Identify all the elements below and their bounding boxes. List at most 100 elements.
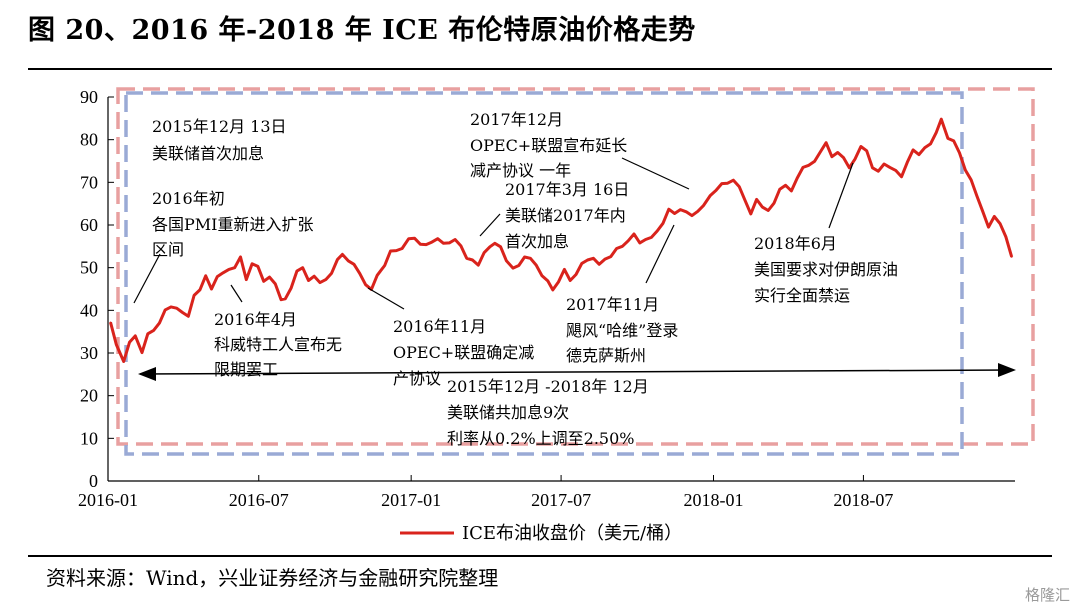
data-point bbox=[239, 256, 242, 258]
y-tick-label: 10 bbox=[80, 428, 98, 448]
data-point bbox=[216, 275, 219, 278]
svg-text:OPEC+联盟宣布延长: OPEC+联盟宣布延长 bbox=[470, 136, 627, 155]
data-point bbox=[947, 137, 949, 140]
data-point bbox=[359, 272, 361, 275]
data-point bbox=[889, 166, 891, 169]
source-rule bbox=[28, 555, 1052, 557]
data-point bbox=[639, 242, 641, 244]
data-point bbox=[175, 307, 178, 310]
leader-2017-mar bbox=[479, 213, 501, 237]
data-point bbox=[448, 242, 451, 244]
data-point bbox=[512, 267, 514, 269]
data-point bbox=[274, 283, 277, 285]
svg-text:首次加息: 首次加息 bbox=[505, 232, 569, 251]
data-point bbox=[109, 321, 112, 324]
data-point bbox=[436, 237, 439, 240]
data-point bbox=[187, 315, 190, 318]
data-point bbox=[233, 266, 236, 269]
data-point bbox=[181, 311, 184, 314]
y-tick-label: 70 bbox=[80, 172, 98, 192]
svg-text:各国PMI重新进入扩张: 各国PMI重新进入扩张 bbox=[152, 215, 313, 234]
data-point bbox=[442, 242, 445, 245]
data-point bbox=[557, 280, 560, 283]
svg-text:实行全面禁运: 实行全面禁运 bbox=[754, 286, 850, 305]
data-point bbox=[779, 188, 781, 190]
data-point bbox=[251, 263, 253, 265]
data-point bbox=[732, 179, 735, 181]
data-point bbox=[401, 247, 403, 250]
data-point bbox=[767, 209, 769, 212]
data-point bbox=[199, 289, 201, 291]
data-point bbox=[894, 169, 897, 172]
data-point bbox=[697, 210, 699, 213]
data-point bbox=[819, 151, 822, 153]
data-point bbox=[296, 270, 298, 272]
data-point bbox=[552, 289, 554, 291]
data-point bbox=[586, 259, 589, 261]
data-point bbox=[1010, 256, 1013, 258]
data-point bbox=[336, 258, 339, 261]
data-point bbox=[454, 238, 456, 241]
svg-text:OPEC+联盟确定减: OPEC+联盟确定减 bbox=[393, 343, 534, 362]
svg-text:限期罢工: 限期罢工 bbox=[214, 360, 278, 379]
svg-text:美国要求对伊朗原油: 美国要求对伊朗原油 bbox=[754, 260, 898, 279]
data-point bbox=[376, 274, 379, 277]
data-point bbox=[134, 335, 137, 337]
data-point bbox=[325, 278, 327, 281]
svg-text:美联储首次加息: 美联储首次加息 bbox=[152, 144, 264, 163]
annotation-fed-hike-2015: 2015年12月 13日 美联储首次加息 bbox=[152, 117, 287, 163]
data-point bbox=[395, 249, 398, 252]
data-point bbox=[836, 151, 839, 154]
x-tick-label: 2018-07 bbox=[833, 490, 893, 510]
data-point bbox=[431, 241, 433, 243]
data-point bbox=[877, 170, 880, 172]
data-point bbox=[499, 246, 502, 248]
leader-2016-nov bbox=[367, 287, 405, 310]
data-point bbox=[477, 264, 480, 266]
data-point bbox=[290, 287, 292, 289]
data-point bbox=[958, 152, 961, 154]
svg-text:2016年11月: 2016年11月 bbox=[393, 317, 486, 336]
data-point bbox=[122, 360, 125, 363]
annotation-fed-total-hikes: 2015年12月 -2018年 12月 美联储共加息9次 利率从0.2%上调至2… bbox=[447, 377, 649, 448]
data-point bbox=[610, 255, 612, 258]
data-point bbox=[313, 275, 316, 278]
data-point bbox=[750, 213, 752, 215]
data-point bbox=[796, 177, 798, 179]
data-point bbox=[621, 245, 624, 248]
y-tick-label: 0 bbox=[89, 471, 98, 491]
svg-text:2017年11月: 2017年11月 bbox=[566, 295, 659, 314]
data-point bbox=[419, 243, 422, 245]
data-point bbox=[940, 118, 943, 120]
data-point bbox=[650, 236, 653, 239]
data-point bbox=[483, 251, 485, 254]
svg-text:美联储共加息9次: 美联储共加息9次 bbox=[447, 403, 569, 422]
data-point bbox=[518, 264, 520, 267]
data-point bbox=[929, 143, 932, 145]
data-point bbox=[808, 164, 810, 167]
data-point bbox=[691, 214, 693, 217]
data-point bbox=[330, 272, 333, 275]
data-point bbox=[494, 242, 496, 245]
annotation-pmi-2016: 2016年初 各国PMI重新进入扩张 区间 bbox=[152, 189, 313, 259]
figure-title: 图 20、2016 年-2018 年 ICE 布伦特原油价格走势 bbox=[28, 15, 696, 46]
data-point bbox=[383, 264, 386, 267]
data-point bbox=[662, 222, 664, 225]
data-point bbox=[702, 204, 705, 207]
data-point bbox=[319, 281, 321, 284]
data-point bbox=[147, 333, 149, 335]
data-point bbox=[535, 264, 537, 266]
data-point bbox=[656, 230, 658, 232]
x-tick-label: 2016-07 bbox=[229, 490, 289, 510]
data-point bbox=[204, 275, 207, 277]
data-point bbox=[465, 257, 468, 260]
data-point bbox=[598, 263, 600, 266]
svg-text:产协议: 产协议 bbox=[393, 369, 441, 388]
data-point bbox=[547, 280, 549, 282]
data-point bbox=[284, 298, 287, 300]
box-outer-pink bbox=[116, 87, 1035, 446]
data-point bbox=[541, 275, 543, 277]
data-point bbox=[1005, 236, 1007, 238]
y-tick-label: 50 bbox=[80, 258, 98, 278]
